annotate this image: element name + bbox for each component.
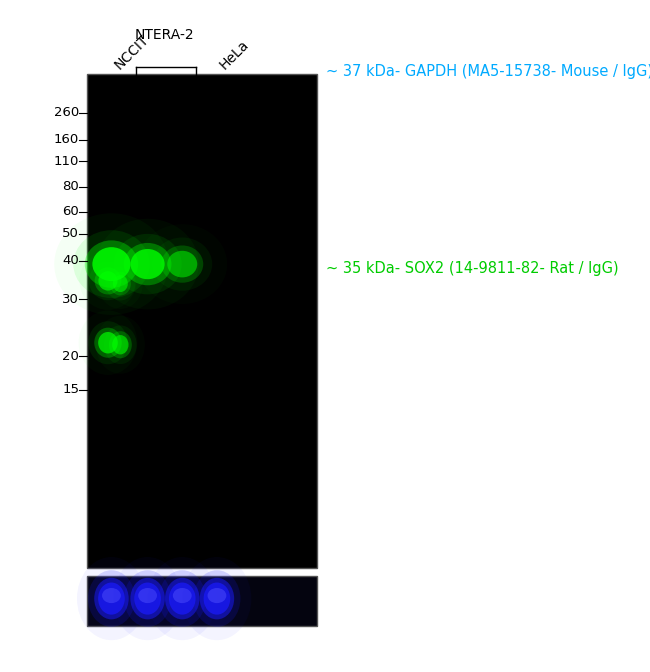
Text: 30: 30 (209, 87, 226, 99)
Text: 40: 40 (62, 254, 79, 267)
Ellipse shape (92, 247, 131, 281)
Ellipse shape (110, 271, 131, 296)
Text: 30: 30 (139, 87, 156, 99)
Ellipse shape (113, 275, 128, 292)
Text: 60: 60 (62, 205, 79, 218)
Ellipse shape (88, 571, 135, 627)
Ellipse shape (98, 583, 125, 615)
Text: NCCIT: NCCIT (111, 33, 151, 73)
Text: 50: 50 (62, 227, 79, 241)
Text: 15: 15 (62, 383, 79, 396)
Ellipse shape (203, 583, 230, 615)
Ellipse shape (104, 325, 136, 364)
Text: NTERA-2: NTERA-2 (135, 28, 195, 42)
Text: HeLa: HeLa (217, 38, 252, 73)
Ellipse shape (124, 571, 171, 627)
Bar (86, 74, 317, 568)
Ellipse shape (98, 271, 118, 290)
Ellipse shape (135, 583, 161, 615)
Text: (ug/Lane): (ug/Lane) (248, 87, 311, 99)
Text: 20: 20 (62, 349, 79, 363)
Ellipse shape (114, 234, 181, 294)
Ellipse shape (194, 571, 240, 627)
Ellipse shape (109, 331, 132, 358)
Ellipse shape (165, 578, 200, 620)
Ellipse shape (98, 332, 118, 353)
Text: 160: 160 (54, 133, 79, 146)
Ellipse shape (207, 588, 226, 603)
Ellipse shape (89, 261, 127, 300)
Ellipse shape (102, 588, 121, 603)
Ellipse shape (131, 249, 164, 280)
Ellipse shape (95, 267, 122, 294)
Text: ~ 37 kDa- GAPDH (MA5-15738- Mouse / IgG): ~ 37 kDa- GAPDH (MA5-15738- Mouse / IgG) (326, 64, 650, 79)
Ellipse shape (161, 245, 203, 283)
Ellipse shape (112, 335, 129, 354)
Text: 15: 15 (174, 87, 190, 99)
Ellipse shape (73, 230, 150, 298)
Ellipse shape (94, 578, 129, 620)
Ellipse shape (138, 588, 157, 603)
Bar (86, 576, 317, 626)
Text: 80: 80 (62, 180, 79, 194)
Text: 260: 260 (54, 106, 79, 120)
Text: 30: 30 (103, 87, 120, 99)
Ellipse shape (84, 241, 138, 288)
Ellipse shape (94, 328, 122, 358)
Text: 110: 110 (54, 155, 79, 168)
Ellipse shape (131, 578, 165, 620)
Ellipse shape (88, 321, 127, 364)
Ellipse shape (169, 583, 196, 615)
Ellipse shape (105, 267, 135, 300)
Ellipse shape (200, 578, 234, 620)
Ellipse shape (173, 588, 192, 603)
Ellipse shape (159, 571, 206, 627)
Text: 30: 30 (62, 292, 79, 306)
Ellipse shape (167, 251, 197, 278)
Ellipse shape (152, 237, 213, 291)
Ellipse shape (124, 243, 172, 286)
Text: ~ 35 kDa- SOX2 (14-9811-82- Rat / IgG): ~ 35 kDa- SOX2 (14-9811-82- Rat / IgG) (326, 261, 619, 276)
